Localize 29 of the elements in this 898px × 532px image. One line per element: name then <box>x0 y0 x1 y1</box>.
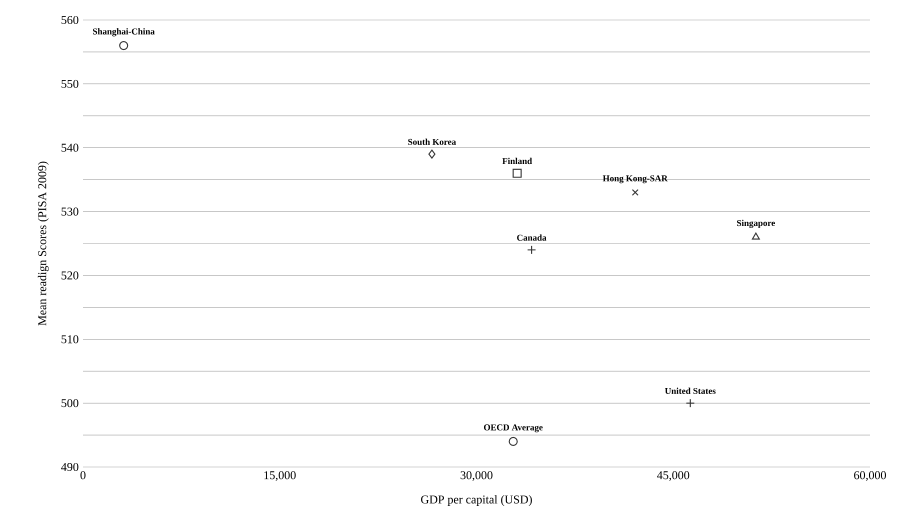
point <box>632 189 639 196</box>
x-tick-label: 45,000 <box>657 471 690 481</box>
series-label: United States <box>664 388 716 394</box>
point <box>752 232 760 240</box>
series-label: South Korea <box>408 138 456 145</box>
series-label: Singapore <box>737 220 776 228</box>
series-label: Hong Kong-SAR <box>602 175 668 184</box>
x-axis-title: GDP per capital (USD) <box>421 495 532 506</box>
point <box>428 150 436 159</box>
point <box>512 168 522 178</box>
x-tick-label: 30,000 <box>460 471 492 481</box>
series-label: Shanghai-China <box>92 28 155 36</box>
y-tick-label: 540 <box>62 144 78 152</box>
y-tick-label: 560 <box>62 16 78 24</box>
series-label: Finland <box>502 158 532 164</box>
x-tick-label: 0 <box>80 471 86 480</box>
y-tick-label: 550 <box>62 80 78 88</box>
y-tick-label: 520 <box>62 271 78 280</box>
y-tick-label: 490 <box>61 462 78 472</box>
y-axis-title: Mean readign Scores (PISA 2009) <box>38 162 49 326</box>
point <box>119 41 128 50</box>
y-tick-label: 510 <box>62 335 78 344</box>
series-label: OECD Average <box>484 424 543 432</box>
x-tick-label: 15,000 <box>264 471 296 481</box>
x-tick-label: 60,000 <box>854 471 886 481</box>
y-tick-label: 530 <box>62 208 78 216</box>
series-label: Canada <box>517 234 546 241</box>
point <box>508 436 518 446</box>
y-tick-label: 500 <box>62 399 78 408</box>
